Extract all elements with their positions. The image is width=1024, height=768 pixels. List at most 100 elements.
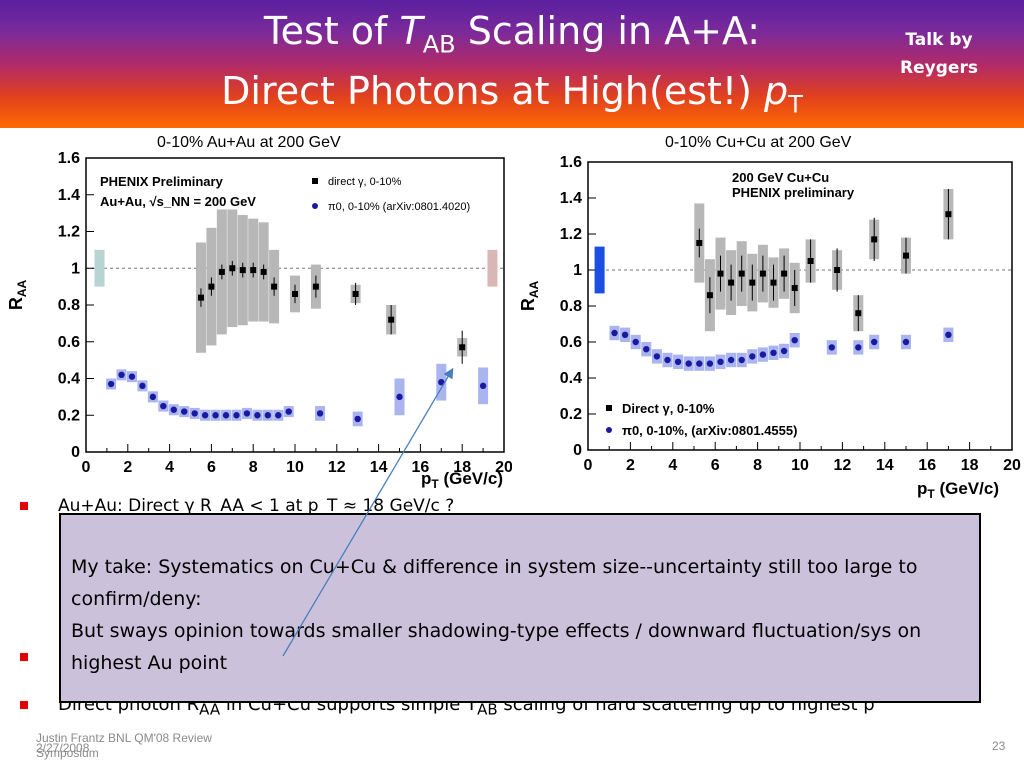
x-tick-label: 0	[82, 459, 91, 476]
x-tick-label: 6	[711, 457, 720, 474]
x-tick-label: 6	[207, 459, 216, 476]
footer-author: Justin Frantz BNL QM'08 Review Symposium	[36, 731, 212, 760]
x-tick-label: 8	[753, 457, 762, 474]
x-tick-label: 8	[249, 459, 258, 476]
direct-gamma-point	[781, 270, 788, 277]
direct-gamma-point	[312, 283, 319, 290]
direct-gamma-point	[871, 236, 878, 243]
direct-gamma-point	[807, 258, 814, 264]
bullet-marker	[20, 653, 28, 661]
pi0-point	[479, 382, 487, 390]
x-tick-label: 14	[370, 459, 388, 476]
direct-gamma-point	[208, 283, 215, 290]
x-tick-label: 12	[328, 459, 346, 476]
y-tick-label: 1.2	[560, 226, 582, 243]
commentary-line-2: But sways opinion towards smaller shadow…	[71, 620, 922, 674]
legend-marker-direct	[606, 405, 612, 411]
talk-by-label: Talk by Reygers	[900, 30, 978, 78]
x-tick-label: 10	[286, 459, 304, 476]
y-tick-label: 0.8	[560, 298, 582, 315]
annotation-phenix: PHENIX preliminary	[732, 185, 855, 200]
pi0-point	[438, 378, 445, 386]
bullet-2	[20, 647, 58, 667]
direct-gamma-point	[388, 316, 395, 323]
pi0-point	[770, 349, 777, 356]
pi0-point	[643, 346, 650, 353]
pi0-point	[791, 337, 798, 344]
pi0-point	[855, 344, 862, 351]
slide-title: Test of TAB Scaling in A+A: Direct Photo…	[221, 9, 803, 119]
pi0-point	[160, 402, 167, 410]
direct-gamma-point	[352, 290, 359, 297]
y-axis-label: RAA	[6, 280, 29, 311]
pi0-point	[264, 412, 272, 419]
pi0-point	[653, 353, 661, 360]
pi0-point	[222, 412, 230, 419]
pi0-point	[128, 373, 136, 380]
direct-gamma-point	[250, 267, 257, 274]
x-tick-label: 12	[834, 457, 852, 474]
pi0-point	[139, 382, 146, 390]
pi0-point	[396, 393, 403, 401]
direct-gamma-point	[903, 252, 909, 259]
y-tick-label: 1.4	[560, 190, 582, 207]
pi0-point	[685, 360, 692, 367]
x-axis-label: pT (GeV/c)	[917, 479, 999, 501]
direct-gamma-point	[791, 285, 798, 291]
pi0-point	[611, 329, 618, 337]
footer-date: 2/27/2008	[36, 741, 90, 755]
x-tick-label: 2	[123, 459, 132, 476]
y-tick-label: 1	[71, 260, 80, 277]
pi0-point	[201, 412, 209, 419]
direct-gamma-point	[260, 268, 267, 275]
x-tick-label: 18	[961, 457, 979, 474]
x-tick-label: 16	[918, 457, 936, 474]
pi0-point	[674, 358, 682, 365]
pi0-point	[107, 380, 115, 388]
pi0-point	[254, 412, 261, 419]
direct-gamma-point	[459, 344, 466, 351]
direct-gamma-point	[696, 240, 703, 246]
direct-gamma-point	[834, 267, 841, 273]
pi0-point	[181, 408, 188, 415]
pi0-point	[149, 393, 157, 401]
commentary-box: My take: Systematics on Cu+Cu & differen…	[59, 513, 981, 703]
pi0-point	[902, 338, 910, 346]
direct-gamma-point	[855, 310, 862, 317]
norm-uncertainty-box-right	[487, 249, 498, 287]
x-tick-label: 14	[876, 457, 894, 474]
pi0-point	[871, 338, 878, 346]
pi0-point	[191, 410, 198, 417]
legend-pi0: π0, 0-10%, (arXiv:0801.4555)	[622, 423, 797, 438]
x-tick-label: 0	[584, 457, 593, 474]
x-tick-label: 18	[453, 459, 471, 476]
x-axis-label: pT (GeV/c)	[421, 469, 503, 490]
direct-gamma-point	[945, 211, 952, 218]
legend-marker-direct	[312, 178, 318, 184]
pi0-point	[285, 408, 292, 415]
direct-gamma-point	[292, 290, 298, 297]
y-tick-label: 0.4	[560, 370, 582, 387]
pi0-point	[243, 410, 251, 417]
y-tick-label: 1.2	[58, 224, 80, 241]
left-plot-label: 0-10% Au+Au at 200 GeV	[157, 134, 341, 151]
annotation-system: Au+Au, √s_NN = 200 GeV	[100, 194, 256, 209]
legend-marker-pi0	[312, 203, 318, 209]
commentary-line-1: My take: Systematics on Cu+Cu & differen…	[71, 556, 918, 610]
y-tick-label: 1.6	[560, 154, 582, 171]
au-au-raa-plot: 0 2 4 6 8 10 12 14 16 18 2000.20.40.60.811.21.41.6…	[6, 150, 512, 490]
y-tick-label: 0.2	[560, 406, 582, 423]
y-tick-label: 0.2	[58, 407, 80, 424]
y-tick-label: 1.6	[58, 150, 80, 167]
direct-gamma-point	[218, 268, 225, 275]
direct-gamma-point	[239, 267, 246, 274]
pi0-point	[632, 338, 639, 346]
direct-gamma-point	[706, 292, 713, 299]
direct-gamma-point	[229, 265, 236, 272]
pi0-point	[275, 412, 282, 419]
direct-gamma-point	[759, 270, 766, 277]
legend-direct-gamma: direct γ, 0-10%	[328, 176, 402, 188]
direct-gamma-point	[728, 279, 735, 286]
legend-marker-pi0	[606, 427, 612, 433]
x-tick-label: 10	[791, 457, 809, 474]
